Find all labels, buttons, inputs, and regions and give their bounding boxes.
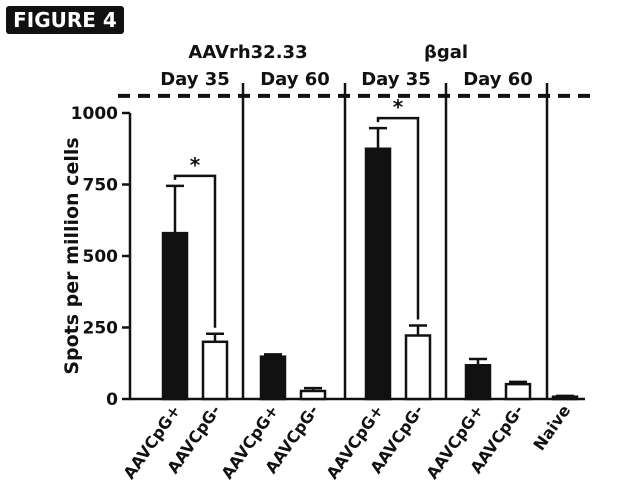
panel-title: AAVrh32.33: [188, 42, 307, 63]
figure-label: FIGURE 4: [13, 8, 117, 32]
bar: [161, 231, 189, 401]
y-tick-label: 0: [106, 390, 118, 410]
figure-label-box: FIGURE 4: [6, 6, 124, 34]
bar: [299, 389, 327, 401]
significance-star: *: [190, 153, 201, 177]
bar: [404, 334, 432, 401]
group-label: Day 60: [463, 69, 533, 90]
bar: [551, 395, 579, 401]
y-tick-label: 1000: [71, 104, 118, 124]
significance-star: *: [393, 95, 404, 119]
bar: [259, 355, 287, 401]
significance-bracket: [376, 116, 420, 320]
bar: [201, 340, 229, 401]
y-tick-label: 500: [83, 247, 119, 267]
group-label: Day 35: [361, 69, 431, 90]
y-tick-label: 750: [83, 176, 119, 196]
significance-bracket: [173, 174, 217, 328]
bar: [464, 364, 492, 401]
y-tick-label: 250: [83, 319, 119, 339]
group-label: Day 35: [160, 69, 230, 90]
y-axis-label: Spots per million cells: [61, 137, 83, 374]
group-label: Day 60: [260, 69, 330, 90]
bar: [504, 382, 532, 401]
bar: [364, 147, 392, 401]
panel-title: βgal: [424, 42, 468, 63]
x-category-label: Naive: [529, 401, 574, 454]
